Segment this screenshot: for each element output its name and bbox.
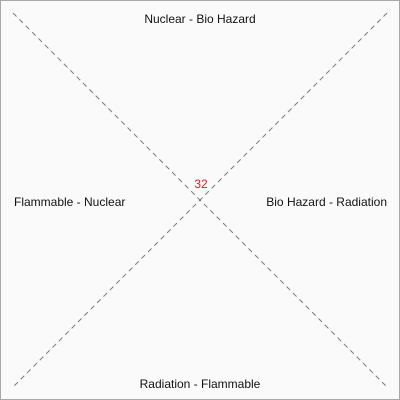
- left-edge-label: Flammable - Nuclear: [14, 195, 126, 209]
- right-edge-label: Bio Hazard - Radiation: [266, 195, 387, 209]
- diagonal-line-top-right-to-bottom-left: [12, 12, 388, 388]
- center-value: 32: [194, 177, 208, 191]
- top-edge-label: Nuclear - Bio Hazard: [144, 12, 256, 26]
- bottom-edge-label: Radiation - Flammable: [139, 377, 261, 391]
